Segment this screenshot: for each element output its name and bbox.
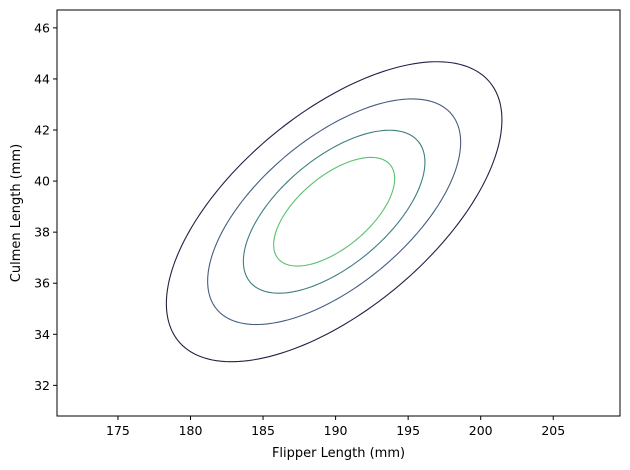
contour-level-4 — [273, 156, 396, 267]
x-tick-label: 190 — [324, 423, 348, 438]
contour-level-2 — [207, 98, 462, 326]
y-axis-ticks: 32 34 36 38 40 42 44 46 — [34, 20, 57, 393]
x-axis-ticks: 175 180 185 190 195 200 205 — [106, 416, 565, 438]
y-tick-label: 42 — [34, 123, 50, 138]
y-tick-label: 38 — [34, 225, 50, 240]
x-tick-label: 185 — [251, 423, 275, 438]
y-tick-label: 44 — [34, 71, 50, 86]
y-tick-label: 34 — [34, 327, 50, 342]
x-tick-label: 195 — [396, 423, 420, 438]
contour-lines — [165, 61, 503, 363]
y-tick-label: 46 — [34, 20, 50, 35]
y-tick-label: 36 — [34, 276, 50, 291]
x-axis-label: Flipper Length (mm) — [272, 446, 405, 461]
contour-level-3 — [242, 129, 426, 294]
x-tick-label: 175 — [106, 423, 130, 438]
x-tick-label: 205 — [541, 423, 565, 438]
x-tick-label: 200 — [469, 423, 493, 438]
plot-area-frame — [56, 9, 621, 417]
y-tick-label: 32 — [34, 378, 50, 393]
y-tick-label: 40 — [34, 174, 50, 189]
x-tick-label: 180 — [179, 423, 203, 438]
contour-level-1 — [165, 61, 503, 363]
y-axis-label: Culmen Length (mm) — [9, 144, 24, 282]
